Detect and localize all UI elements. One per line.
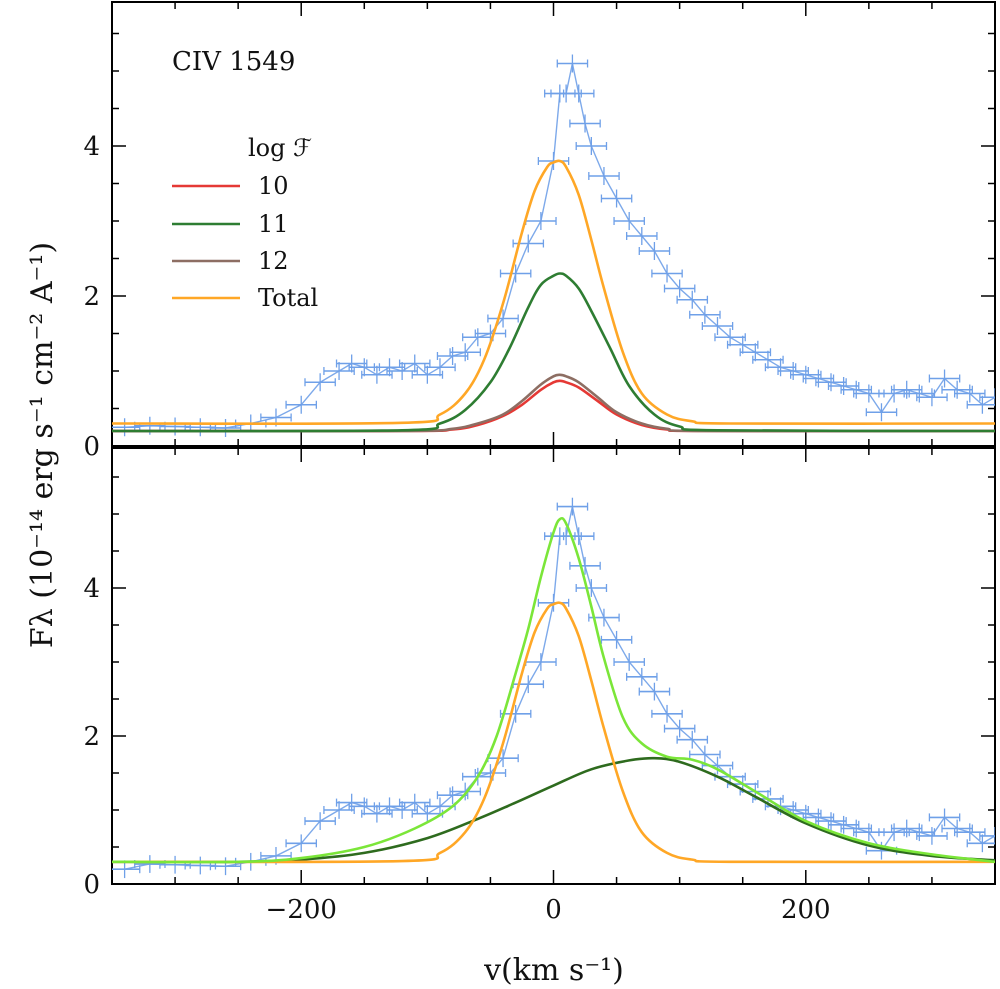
series-total-curve xyxy=(112,601,995,864)
series-observed-line xyxy=(124,506,995,870)
legend-label-total: Total xyxy=(258,284,318,312)
legend-label-12: 12 xyxy=(258,247,289,275)
series-broad-component-curve xyxy=(112,756,995,864)
legend: log ℱ 10 11 12 Total xyxy=(172,134,318,312)
legend-label-10: 10 xyxy=(258,172,289,200)
y-tick-label: 2 xyxy=(83,282,100,312)
plot-area xyxy=(112,54,995,437)
x-tick-label: 200 xyxy=(781,895,831,925)
x-axis-title: v(km s⁻¹) xyxy=(483,953,624,988)
panel-title: CIV 1549 xyxy=(172,47,295,77)
x-tick-label: −200 xyxy=(266,895,337,925)
legend-label-11: 11 xyxy=(258,210,289,238)
plot-area xyxy=(112,497,995,879)
series-11-curve xyxy=(112,272,995,433)
y-tick-label: 4 xyxy=(83,132,100,162)
y-tick-label: 0 xyxy=(83,432,100,462)
series-12-curve xyxy=(112,373,995,433)
bottom-panel: −200 0 200 0 2 4 xyxy=(83,447,996,925)
y-tick-label: 0 xyxy=(83,870,100,900)
legend-title: log ℱ xyxy=(248,134,312,162)
series-sum-curve xyxy=(112,516,995,864)
y-tick-label: 2 xyxy=(83,722,100,752)
x-tick-label: 0 xyxy=(545,895,562,925)
y-tick-label: 4 xyxy=(83,574,100,604)
y-axis-title: Fλ (10⁻¹⁴ erg s⁻¹ cm⁻² A⁻¹) xyxy=(25,242,60,648)
plot-frame xyxy=(111,447,996,885)
top-panel: 0 2 4 xyxy=(83,1,996,462)
series-total-curve xyxy=(112,159,995,425)
series-observed-line xyxy=(124,63,995,429)
